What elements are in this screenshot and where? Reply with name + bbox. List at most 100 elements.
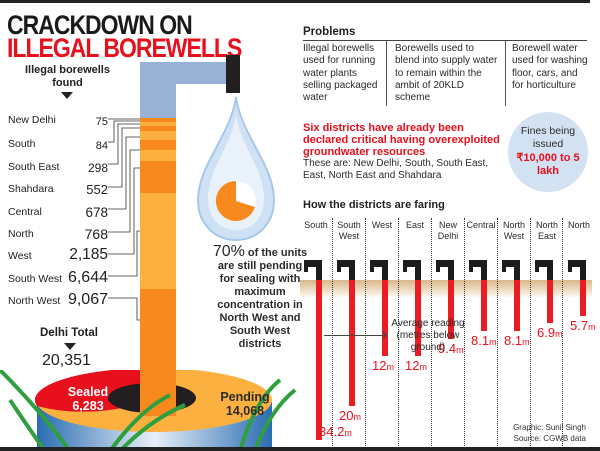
column-label: West [371,220,393,230]
tap-icon [502,260,518,267]
title-line-2: ILLEGAL BOREWELLS [7,33,242,63]
depth-label: 12m [405,357,427,373]
graphic-credit: Graphic: Sunil Singh [513,423,586,432]
district-name: Shahdara [8,183,54,195]
tap-icon [436,260,452,267]
column-label: East [405,220,424,230]
water-drop-icon [196,96,276,242]
district-value: 298 [87,161,108,175]
tap-icon [316,260,322,280]
tap-icon [337,260,353,267]
arrow-icon [324,335,385,336]
depth-bar [349,280,355,406]
band-central [140,140,176,150]
depth-label: 9.4m [438,341,464,357]
faring-title: How the districts are faring [303,199,445,211]
tap-icon [535,267,539,272]
district-row: Shahdara 552 [8,177,108,199]
sealed-value: 6,283 [72,399,104,413]
district-name: South East [8,161,60,173]
depth-bar [547,280,553,324]
district-value: 6,644 [67,269,108,286]
depth-bar [415,280,421,356]
district-value: 2,185 [69,246,108,263]
band-north [140,150,176,161]
district-row: South West 6,644 [8,267,108,289]
tap-icon [436,267,440,272]
pipe-vertical [140,62,176,118]
column-label: North East [535,220,558,241]
district-name: West [8,250,32,262]
pipe-cap [226,55,240,93]
average-note: Average reading (metres below ground) [391,318,465,353]
tap-icon [349,260,355,280]
pending-percent-note: 70% of the units are still pending for s… [210,244,310,351]
district-value: 768 [84,226,108,242]
column-label: Central [466,220,496,230]
depth-label: 12m [372,357,394,373]
district-name: South West [8,273,63,285]
tap-icon [370,260,386,267]
band-shahdara [140,131,176,140]
district-value: 9,067 [67,291,108,308]
tap-icon [403,260,419,267]
column-divider [562,218,563,446]
column-label: North West [502,220,525,241]
problem-item: Illegal borewells used for running water… [303,43,378,104]
problem-item: Borewells used to blend into supply wate… [395,43,498,104]
district-row: North 768 [8,222,108,244]
band-south-east [140,126,176,131]
band-south-west [140,193,176,289]
fines-label: Fines being issued [520,125,576,150]
district-row: South East 298 [8,155,108,177]
column-divider [530,218,531,446]
problem-item: Borewell water used for washing floor, c… [512,43,588,91]
district-row: West 2,185 [8,244,108,266]
depth-bar [481,280,487,332]
title-line-1: CRACKDOWN ON [7,10,193,40]
depth-chart: South South West West East New Delhi Cen… [300,218,596,447]
column-label: South [304,220,328,230]
tap-icon [580,260,586,280]
problem-divider [386,41,387,106]
tap-icon [568,267,572,272]
problems-title: Problems [303,26,356,38]
fines-badge: Fines being issued ₹10,000 to 5 lakh [508,112,588,192]
band-south [140,122,176,126]
tap-icon [502,267,506,272]
district-value: 75 [95,116,108,128]
source-credit: Source: CGWB data [513,434,586,443]
district-name: South [8,138,36,150]
tap-icon [514,260,520,280]
depth-label: 20m [339,408,361,423]
district-row: New Delhi 75 [8,108,108,130]
depth-label: 34.2m [319,424,352,439]
pending-percent-text: of the units are still pending for seali… [217,247,308,350]
tap-icon [337,267,341,272]
district-name: Central [8,206,42,218]
problem-divider [505,41,506,106]
tap-icon [370,267,374,272]
top-rule [0,0,590,3]
column-divider [365,218,366,446]
found-label: Illegal borewells found [25,64,110,89]
pending-pie-slice [215,180,255,221]
district-row: Central 678 [8,200,108,222]
tap-icon [304,260,320,267]
tap-icon [535,260,551,267]
pending-value: 14,068 [225,404,265,418]
district-row: North West 9,067 [8,289,108,311]
down-arrow-icon [61,92,73,99]
pending-label: Pending 14,068 [215,390,275,418]
column-divider [398,218,399,446]
total-label: Delhi Total [40,327,98,339]
column-label: South West [337,220,361,241]
depth-bar [316,280,322,440]
depth-bar [514,280,520,332]
critical-detail: These are: New Delhi, South, South East,… [303,158,489,181]
total-value: 20,351 [42,352,91,369]
problems-rule [303,40,587,41]
depth-label: 5.7m [570,317,596,333]
depth-label: 8.1m [471,333,497,349]
